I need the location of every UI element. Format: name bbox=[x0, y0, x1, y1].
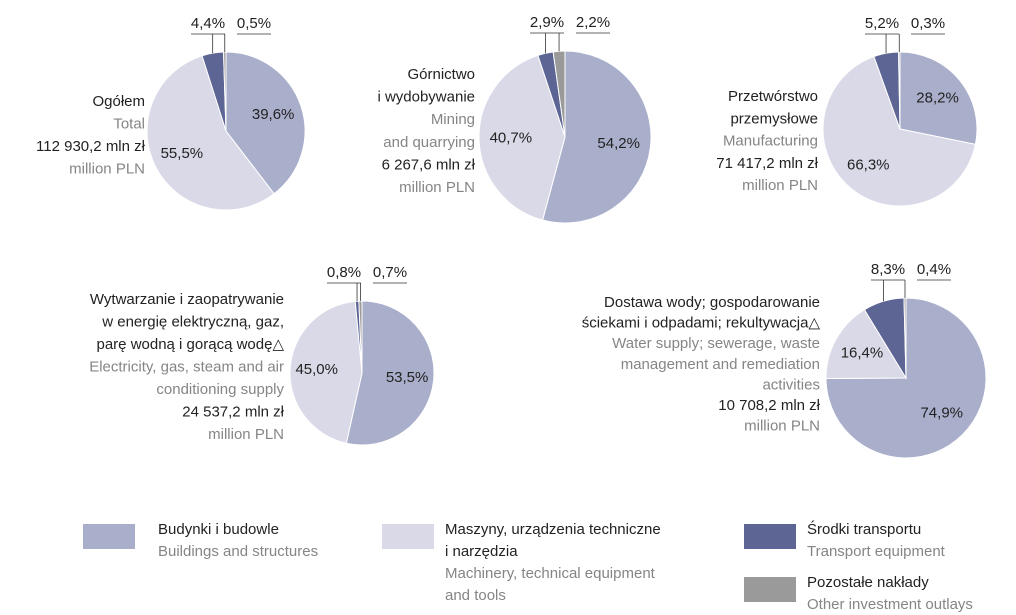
value-label: 0,4% bbox=[917, 261, 951, 278]
legend-label: Pozostałe nakłady bbox=[807, 574, 929, 591]
legend-label: i narzędzia bbox=[445, 543, 518, 560]
legend-swatch bbox=[744, 577, 796, 602]
value-label: 2,2% bbox=[576, 14, 610, 31]
pie-label: Manufacturing bbox=[723, 133, 818, 150]
legend-label: Machinery, technical equipment bbox=[445, 565, 656, 582]
pie-label: 6 267,6 mln zł bbox=[382, 156, 476, 173]
pie-label: Dostawa wody; gospodarowanie bbox=[604, 294, 820, 311]
legend-label: Transport equipment bbox=[807, 543, 946, 560]
pie-label: 24 537,2 mln zł bbox=[182, 403, 284, 420]
pie-label: Electricity, gas, steam and air bbox=[89, 358, 284, 375]
pie-slice bbox=[825, 308, 907, 380]
value-label: 5,2% bbox=[865, 15, 899, 32]
pie-label: w energię elektryczną, gaz, bbox=[101, 313, 284, 330]
pie-slice bbox=[358, 300, 363, 374]
pie-label: Przetwórstwo bbox=[728, 88, 818, 105]
pie-label: million PLN bbox=[744, 418, 820, 435]
legend-label: Budynki i budowle bbox=[158, 521, 279, 538]
legend-swatch bbox=[382, 524, 434, 549]
value-label: 0,5% bbox=[237, 15, 271, 32]
legend-label: Buildings and structures bbox=[158, 543, 318, 560]
value-label: 0,7% bbox=[373, 264, 407, 281]
pie-slice bbox=[223, 51, 227, 132]
pie-slice bbox=[146, 55, 275, 211]
value-label: 54,2% bbox=[597, 135, 640, 152]
pie-slice bbox=[898, 51, 901, 130]
value-label: 55,5% bbox=[161, 145, 204, 162]
pie-label: million PLN bbox=[399, 179, 475, 196]
value-label: 28,2% bbox=[916, 89, 959, 106]
pie-slice bbox=[541, 50, 652, 224]
pie-label: ściekami i odpadami; rekultywacja△ bbox=[582, 315, 821, 332]
pie-label: Wytwarzanie i zaopatrywanie bbox=[90, 291, 284, 308]
pie-label: 71 417,2 mln zł bbox=[716, 155, 818, 172]
pie-label: conditioning supply bbox=[156, 381, 284, 398]
pie-label: million PLN bbox=[742, 177, 818, 194]
value-label: 40,7% bbox=[490, 130, 533, 147]
legend-label: Maszyny, urządzenia techniczne bbox=[445, 521, 661, 538]
pie-label: million PLN bbox=[208, 426, 284, 443]
pie-slice bbox=[289, 300, 363, 444]
pie-label: Water supply; sewerage, waste bbox=[612, 335, 820, 352]
pie-slice bbox=[899, 51, 978, 145]
value-label: 39,6% bbox=[252, 106, 295, 123]
value-label: 4,4% bbox=[191, 15, 225, 32]
pie-label: and quarrying bbox=[383, 134, 475, 151]
pie-label: przemysłowe bbox=[730, 110, 818, 127]
value-label: 66,3% bbox=[847, 157, 890, 174]
legend-swatch bbox=[83, 524, 135, 549]
pie-label: Górnictwo bbox=[407, 66, 475, 83]
pie-label: million PLN bbox=[69, 160, 145, 177]
pie-slice bbox=[822, 55, 977, 207]
value-label: 8,3% bbox=[871, 261, 905, 278]
value-label: 74,9% bbox=[920, 404, 963, 421]
legend-label: and tools bbox=[445, 587, 506, 604]
value-label: 2,9% bbox=[530, 14, 564, 31]
legend-label: Środki transportu bbox=[807, 520, 921, 538]
value-label: 0,8% bbox=[327, 264, 361, 281]
pie-label: management and remediation bbox=[621, 356, 820, 373]
legend-label: Other investment outlays bbox=[807, 596, 973, 613]
value-label: 0,3% bbox=[911, 15, 945, 32]
pie-slice bbox=[225, 51, 306, 195]
pie-label: Total bbox=[113, 115, 145, 132]
value-label: 45,0% bbox=[295, 361, 338, 378]
legend-swatch bbox=[744, 524, 796, 549]
pie-label: 10 708,2 mln zł bbox=[718, 397, 820, 414]
pie-label: i wydobywanie bbox=[377, 89, 475, 106]
pie-label: Ogółem bbox=[92, 93, 145, 110]
value-label: 16,4% bbox=[841, 344, 884, 361]
pie-label: Mining bbox=[431, 111, 475, 128]
value-label: 53,5% bbox=[386, 369, 429, 386]
pie-slice bbox=[478, 54, 566, 221]
pie-slice bbox=[345, 300, 435, 446]
pie-label: parę wodną i gorącą wodę△ bbox=[97, 336, 285, 353]
pie-label: activities bbox=[762, 376, 820, 393]
pie-label: 112 930,2 mln zł bbox=[36, 138, 146, 155]
